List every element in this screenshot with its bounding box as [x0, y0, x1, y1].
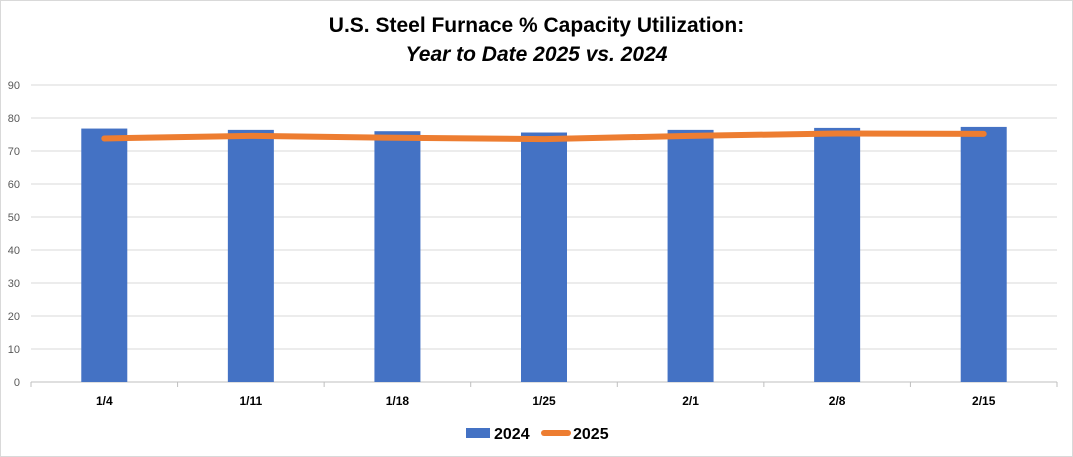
y-tick-label: 70	[8, 146, 20, 158]
bar-2024-1/11	[227, 129, 274, 382]
bar-2024-2/15	[960, 126, 1007, 382]
bar-2024-1/18	[374, 131, 421, 382]
x-tick-label: 2/1	[682, 394, 699, 408]
chart-subtitle: Year to Date 2025 vs. 2024	[405, 43, 668, 66]
y-tick-label: 80	[8, 113, 20, 125]
bar-2024-2/1	[667, 129, 714, 382]
y-tick-label: 0	[14, 377, 20, 389]
y-tick-label: 50	[8, 212, 20, 224]
bar-2024-1/25	[521, 132, 567, 382]
chart-title: U.S. Steel Furnace % Capacity Utilizatio…	[328, 14, 745, 37]
x-tick-label: 1/11	[240, 394, 263, 408]
bar-2024-1/4	[81, 128, 128, 382]
x-tick-label: 1/4	[96, 394, 113, 408]
legend-label-2025: 2025	[573, 426, 609, 443]
y-tick-label: 90	[8, 80, 20, 92]
legend-label-2024: 2024	[494, 426, 530, 443]
x-tick-label: 2/8	[829, 394, 846, 408]
x-tick-label: 1/25	[532, 394, 556, 408]
y-tick-label: 10	[8, 344, 20, 356]
bar-2024-2/8	[814, 127, 861, 383]
y-tick-label: 40	[8, 245, 20, 257]
chart-title-block: U.S. Steel Furnace % Capacity Utilizatio…	[0, 12, 1073, 70]
y-tick-label: 60	[8, 179, 20, 191]
x-tick-label: 2/15	[972, 394, 996, 408]
legend-swatch-2024	[466, 428, 490, 438]
x-tick-label: 1/18	[386, 394, 410, 408]
y-tick-label: 30	[8, 278, 20, 290]
y-tick-label: 20	[8, 311, 20, 323]
